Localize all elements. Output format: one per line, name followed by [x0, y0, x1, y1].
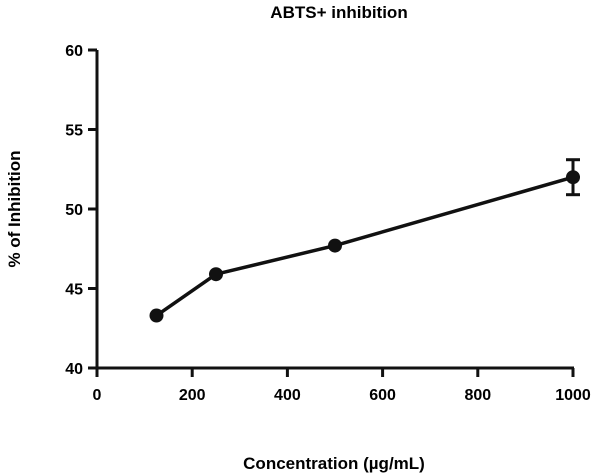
data-point: [209, 267, 223, 282]
x-tick-label: 200: [179, 387, 206, 404]
data-point: [566, 170, 580, 185]
series-line: [149, 158, 580, 323]
x-tick-label: 0: [93, 387, 102, 404]
series-line-path: [155, 175, 574, 317]
x-tick-label: 600: [369, 387, 396, 404]
x-axis: 0 200 400 600 800 1000: [93, 366, 591, 404]
x-tick-label: 800: [464, 387, 491, 404]
y-tick-label: 60: [65, 43, 83, 60]
x-axis-label: Concentration (µg/mL): [243, 454, 425, 473]
y-axis: 40 45 50 55 60: [65, 43, 99, 378]
x-tick-label: 1000: [555, 387, 591, 404]
data-point: [149, 308, 164, 323]
x-tick-label: 400: [274, 387, 301, 404]
y-tick-label: 40: [65, 361, 83, 378]
y-tick-label: 55: [65, 123, 83, 140]
chart-title: ABTS+ inhibition: [270, 3, 407, 22]
y-tick-label: 45: [65, 282, 83, 299]
y-tick-label: 50: [65, 202, 83, 219]
data-point: [328, 238, 342, 253]
y-axis-label: % of Inhibition: [5, 150, 24, 267]
